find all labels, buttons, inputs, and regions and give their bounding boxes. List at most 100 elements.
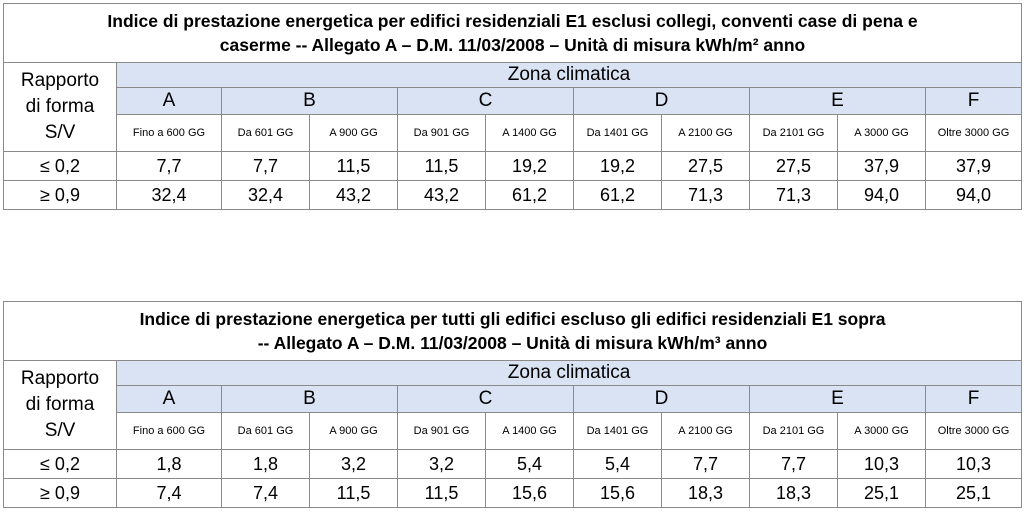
rapporto-line-3: S/V (44, 420, 76, 441)
value-cell: 25,1 (837, 478, 926, 508)
zone-e-header: E (749, 385, 926, 413)
zone-f-header: F (924, 385, 1023, 413)
zone-d-header: D (573, 87, 750, 115)
value-cell: 94,0 (924, 180, 1023, 210)
title-line-2: caserme -- Allegato A – D.M. 11/03/2008 … (219, 35, 806, 55)
value-cell: 32,4 (116, 180, 222, 210)
zone-f-header: F (924, 87, 1023, 115)
value-cell: 71,3 (749, 180, 838, 210)
value-cell: 32,4 (221, 180, 310, 210)
gg-header-cell: Oltre 3000 GG (924, 412, 1023, 450)
energy-index-table: Indice di prestazione energetica per edi… (2, 3, 1023, 210)
value-cell: 15,6 (485, 478, 574, 508)
value-cell: 11,5 (309, 151, 398, 181)
zone-b-header: B (221, 385, 398, 413)
gg-header-cell: Da 2101 GG (749, 114, 838, 152)
value-cell: 18,3 (749, 478, 838, 508)
value-cell: 19,2 (573, 151, 662, 181)
gg-header-cell: A 900 GG (309, 114, 398, 152)
value-cell: 10,3 (837, 449, 926, 479)
row-label: ≥ 0,9 (3, 478, 117, 508)
value-cell: 7,4 (221, 478, 310, 508)
value-cell: 71,3 (661, 180, 750, 210)
zona-climatica-header: Zona climatica (115, 62, 1023, 88)
row-label: ≥ 0,9 (3, 180, 117, 210)
row-label: ≤ 0,2 (3, 151, 117, 181)
table-row: ≥ 0,9 7,4 7,4 11,5 11,5 15,6 15,6 18,3 1… (3, 478, 1023, 508)
table-row: ≤ 0,2 7,7 7,7 11,5 11,5 19,2 19,2 27,5 2… (3, 151, 1023, 181)
value-cell: 43,2 (309, 180, 398, 210)
table-row: ≤ 0,2 1,8 1,8 3,2 3,2 5,4 5,4 7,7 7,7 10… (3, 449, 1023, 479)
value-cell: 11,5 (309, 478, 398, 508)
row-label: ≤ 0,2 (3, 449, 117, 479)
gg-header-cell: Fino a 600 GG (116, 114, 222, 152)
gg-header-cell: Da 901 GG (397, 412, 486, 450)
energy-index-table: Indice di prestazione energetica per tut… (2, 301, 1023, 508)
rapporto-header: Rapporto di forma S/V (3, 360, 117, 450)
value-cell: 7,7 (661, 449, 750, 479)
value-cell: 43,2 (397, 180, 486, 210)
zone-e-header: E (749, 87, 926, 115)
value-cell: 1,8 (221, 449, 310, 479)
value-cell: 7,7 (749, 449, 838, 479)
energy-table-residential: Indice di prestazione energetica per edi… (2, 3, 1023, 210)
value-cell: 37,9 (924, 151, 1023, 181)
rapporto-line-2: di forma (25, 394, 95, 415)
rapporto-line-1: Rapporto (20, 368, 100, 389)
rapporto-line-3: S/V (44, 122, 76, 143)
gg-header-cell: Fino a 600 GG (116, 412, 222, 450)
value-cell: 7,7 (221, 151, 310, 181)
gg-header-cell: A 2100 GG (661, 412, 750, 450)
value-cell: 11,5 (397, 478, 486, 508)
gg-header-row: Fino a 600 GG Da 601 GG A 900 GG Da 901 … (4, 114, 1023, 152)
zone-d-header: D (573, 385, 750, 413)
title-line-1: Indice di prestazione energetica per edi… (107, 11, 918, 31)
gg-header-cell: Da 601 GG (221, 412, 310, 450)
zone-a-header: A (116, 87, 222, 115)
value-cell: 7,4 (116, 478, 222, 508)
rapporto-line-2: di forma (25, 96, 95, 117)
value-cell: 5,4 (485, 449, 574, 479)
gg-header-cell: A 3000 GG (837, 114, 926, 152)
gg-header-row: Fino a 600 GG Da 601 GG A 900 GG Da 901 … (4, 412, 1023, 450)
gg-header-cell: A 2100 GG (661, 114, 750, 152)
title-line-2: -- Allegato A – D.M. 11/03/2008 – Unità … (257, 333, 768, 353)
value-cell: 1,8 (116, 449, 222, 479)
zona-climatica-header: Zona climatica (115, 360, 1023, 386)
rapporto-header: Rapporto di forma S/V (3, 62, 117, 152)
gg-header-cell: Da 1401 GG (573, 412, 662, 450)
gg-header-cell: Da 1401 GG (573, 114, 662, 152)
zone-c-header: C (397, 385, 574, 413)
value-cell: 11,5 (397, 151, 486, 181)
zone-b-header: B (221, 87, 398, 115)
value-cell: 27,5 (661, 151, 750, 181)
value-cell: 27,5 (749, 151, 838, 181)
zone-c-header: C (397, 87, 574, 115)
value-cell: 19,2 (485, 151, 574, 181)
value-cell: 61,2 (485, 180, 574, 210)
value-cell: 3,2 (309, 449, 398, 479)
gg-header-cell: Da 2101 GG (749, 412, 838, 450)
rapporto-line-1: Rapporto (20, 70, 100, 91)
value-cell: 7,7 (116, 151, 222, 181)
value-cell: 37,9 (837, 151, 926, 181)
zone-a-header: A (116, 385, 222, 413)
value-cell: 18,3 (661, 478, 750, 508)
table-row: ≥ 0,9 32,4 32,4 43,2 43,2 61,2 61,2 71,3… (3, 180, 1023, 210)
value-cell: 5,4 (573, 449, 662, 479)
table-title: Indice di prestazione energetica per edi… (2, 3, 1023, 63)
gg-header-cell: A 1400 GG (485, 114, 574, 152)
title-line-1: Indice di prestazione energetica per tut… (139, 309, 886, 329)
gg-header-cell: Oltre 3000 GG (924, 114, 1023, 152)
gg-header-cell: A 1400 GG (485, 412, 574, 450)
value-cell: 61,2 (573, 180, 662, 210)
value-cell: 15,6 (573, 478, 662, 508)
energy-table-other-buildings: Indice di prestazione energetica per tut… (2, 301, 1023, 508)
gg-header-cell: A 3000 GG (837, 412, 926, 450)
table-title: Indice di prestazione energetica per tut… (2, 301, 1023, 361)
gg-header-cell: Da 601 GG (221, 114, 310, 152)
gg-header-cell: A 900 GG (309, 412, 398, 450)
value-cell: 3,2 (397, 449, 486, 479)
value-cell: 10,3 (924, 449, 1023, 479)
value-cell: 94,0 (837, 180, 926, 210)
